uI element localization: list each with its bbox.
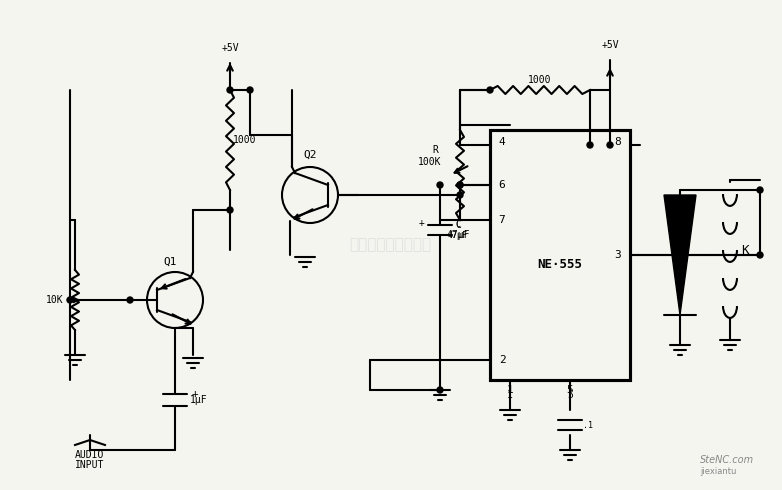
Circle shape [757, 252, 763, 258]
Text: jiexiantu: jiexiantu [700, 467, 737, 476]
Text: .1: .1 [583, 420, 593, 430]
Circle shape [67, 297, 73, 303]
Text: 8: 8 [615, 137, 622, 147]
Text: 47µF: 47µF [447, 230, 470, 240]
Text: C: C [455, 220, 461, 230]
Text: SteNC.com: SteNC.com [700, 455, 754, 465]
Text: INPUT: INPUT [75, 460, 105, 470]
Circle shape [457, 182, 463, 188]
Circle shape [457, 182, 463, 188]
Circle shape [607, 142, 613, 148]
Circle shape [247, 87, 253, 93]
Text: AUDIO: AUDIO [75, 450, 105, 460]
Text: 1µF: 1µF [190, 395, 208, 405]
Text: 杭州将睿科技限公司: 杭州将睿科技限公司 [349, 238, 431, 252]
Text: +5V: +5V [601, 40, 619, 50]
Polygon shape [664, 195, 696, 315]
Text: 6: 6 [499, 180, 505, 190]
Text: C
47µF: C 47µF [448, 220, 468, 240]
Text: 1000: 1000 [529, 75, 552, 85]
Circle shape [227, 207, 233, 213]
Circle shape [587, 142, 593, 148]
Text: K: K [741, 244, 748, 256]
Circle shape [457, 192, 463, 198]
Text: Q1: Q1 [163, 257, 177, 267]
Text: 5: 5 [567, 390, 573, 400]
Text: 10K: 10K [46, 295, 64, 305]
Text: 7: 7 [499, 215, 505, 225]
Circle shape [757, 187, 763, 193]
Circle shape [127, 297, 133, 303]
Bar [490, 130, 630, 380]
Circle shape [437, 182, 443, 188]
Text: +5V: +5V [221, 43, 239, 53]
Text: 3: 3 [615, 250, 622, 260]
Text: 4: 4 [499, 137, 505, 147]
Circle shape [487, 87, 493, 93]
Text: R: R [432, 145, 438, 155]
Text: 5: 5 [567, 385, 573, 395]
Circle shape [437, 387, 443, 393]
Text: +: + [419, 218, 425, 228]
Text: 1: 1 [507, 385, 513, 395]
Text: +: + [192, 389, 199, 399]
Circle shape [227, 87, 233, 93]
Text: NE·555: NE·555 [537, 259, 583, 271]
Text: Q2: Q2 [303, 150, 317, 160]
Text: 2: 2 [499, 355, 505, 365]
Text: 100K: 100K [418, 157, 442, 167]
Text: 1: 1 [507, 390, 513, 400]
Text: 1000: 1000 [233, 135, 256, 145]
